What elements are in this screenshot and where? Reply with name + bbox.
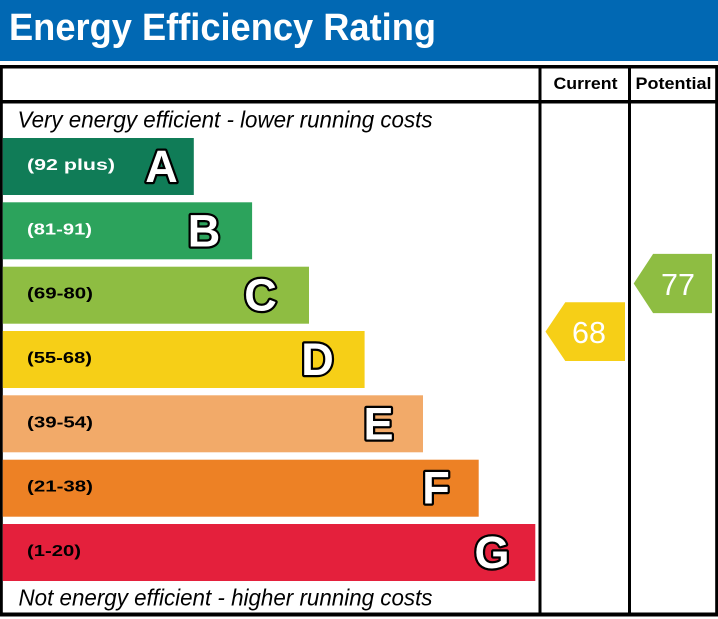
svg-text:Current: Current xyxy=(554,74,618,93)
svg-text:D: D xyxy=(301,334,334,385)
svg-text:A: A xyxy=(145,141,178,192)
svg-text:B: B xyxy=(188,205,221,256)
svg-text:E: E xyxy=(363,398,393,449)
svg-text:77: 77 xyxy=(661,268,695,302)
svg-text:C: C xyxy=(244,270,277,321)
svg-text:(39-54): (39-54) xyxy=(27,414,93,431)
svg-text:G: G xyxy=(474,527,509,578)
svg-text:Very energy efficient - lower: Very energy efficient - lower running co… xyxy=(18,107,433,133)
svg-text:(69-80): (69-80) xyxy=(27,286,93,303)
svg-text:68: 68 xyxy=(572,316,606,350)
svg-text:Not energy efficient - higher: Not energy efficient - higher running co… xyxy=(19,585,433,611)
svg-text:Energy Efficiency Rating: Energy Efficiency Rating xyxy=(9,7,436,49)
svg-text:(21-38): (21-38) xyxy=(27,479,93,496)
svg-text:(81-91): (81-91) xyxy=(27,221,92,238)
svg-text:F: F xyxy=(422,463,450,514)
svg-text:(1-20): (1-20) xyxy=(27,543,81,560)
svg-text:(92 plus): (92 plus) xyxy=(27,157,115,174)
svg-text:Potential: Potential xyxy=(636,74,712,93)
svg-text:(55-68): (55-68) xyxy=(27,350,92,367)
